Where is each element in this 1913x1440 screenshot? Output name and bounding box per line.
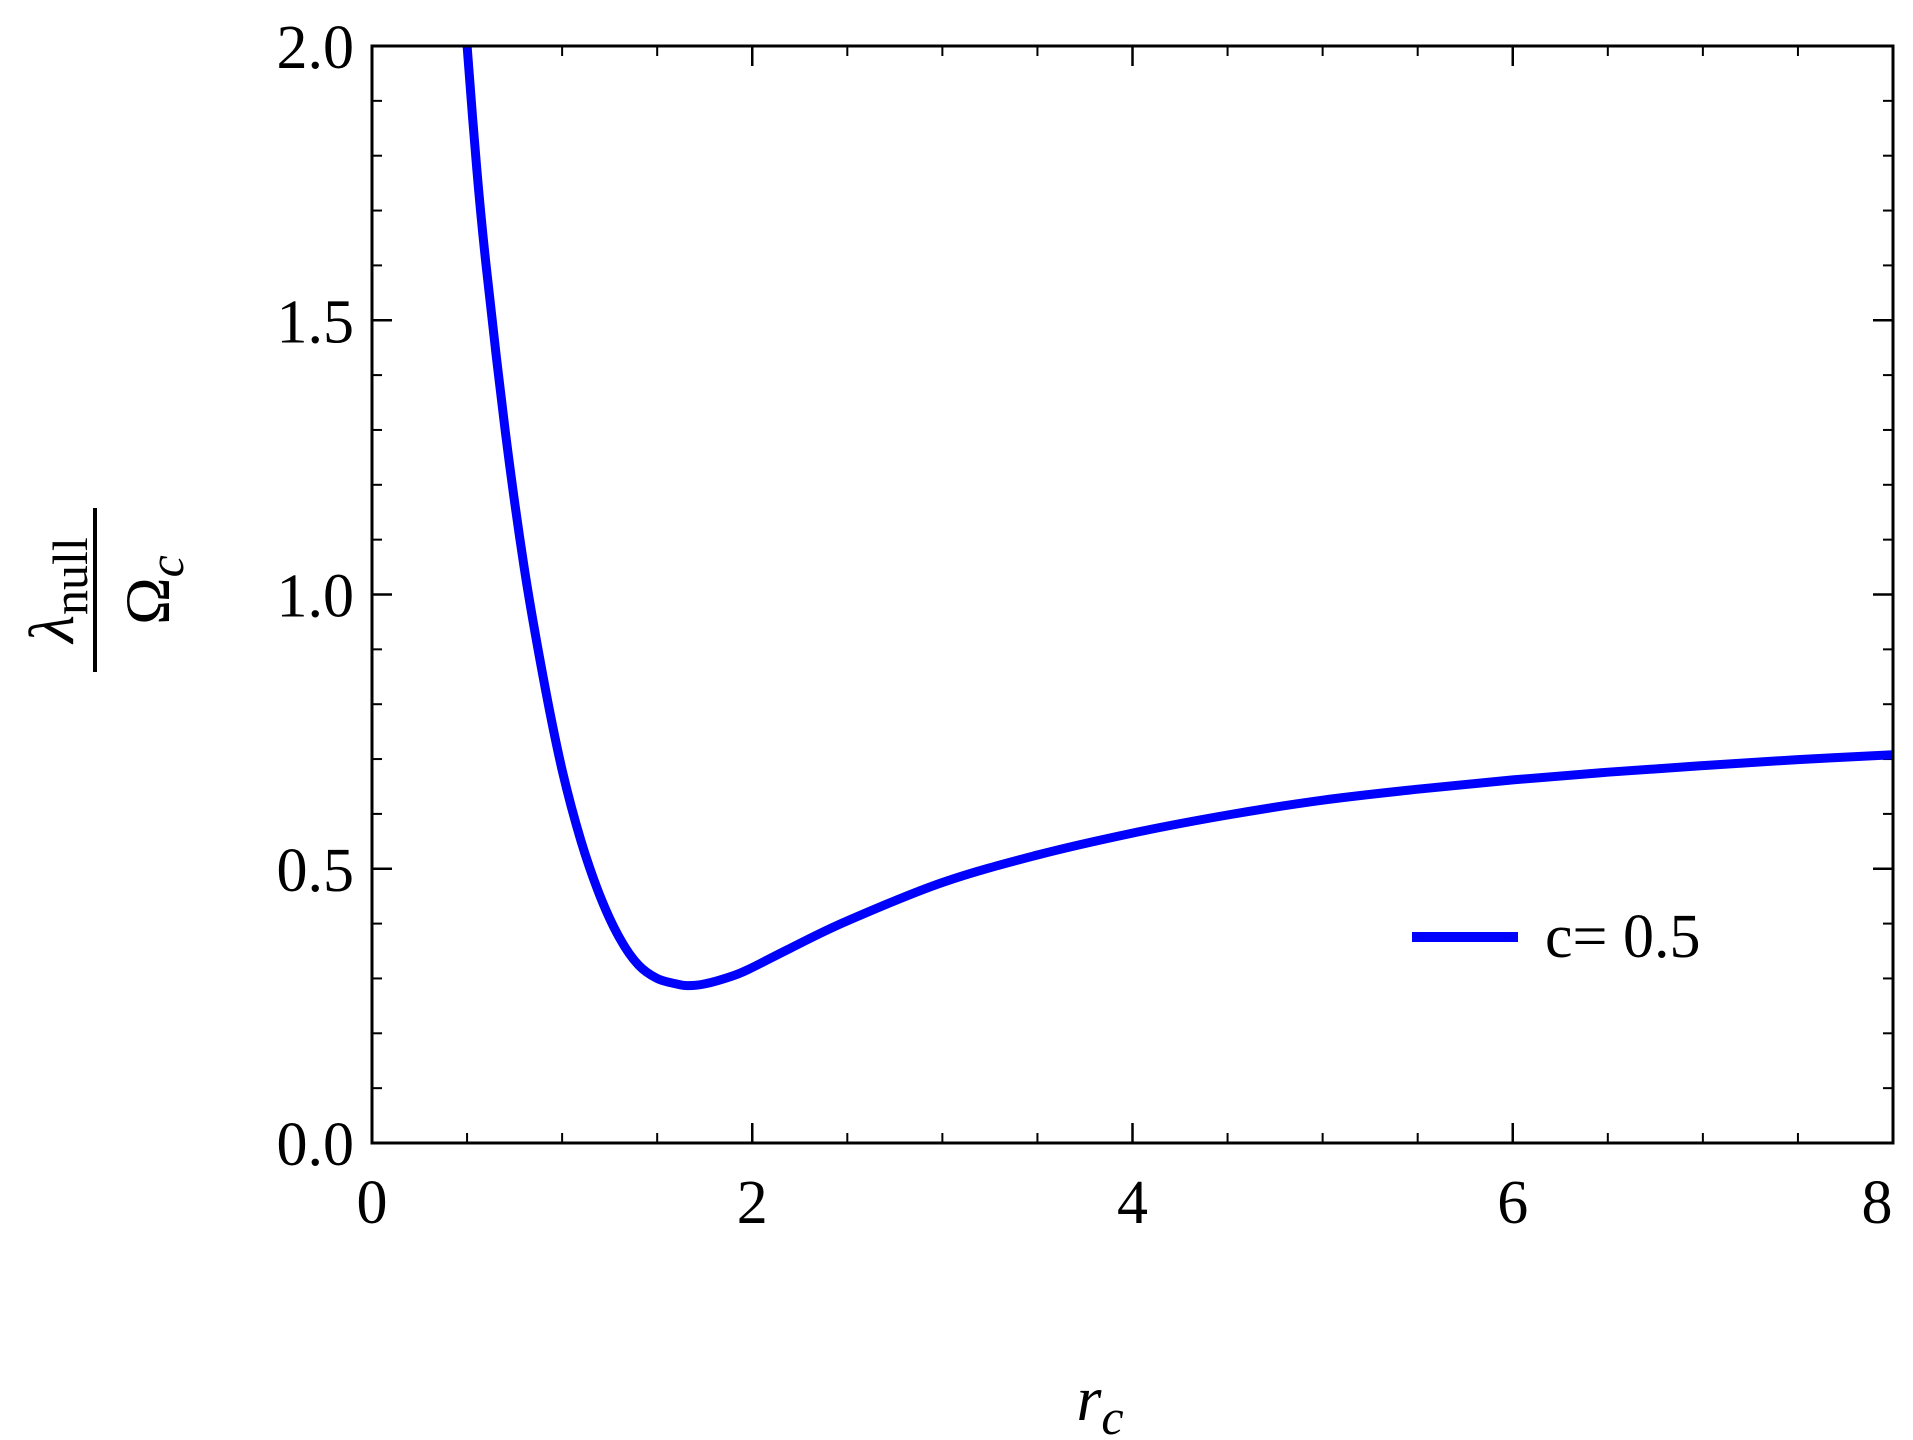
x-axis-title-base: r bbox=[1076, 1363, 1102, 1434]
y-axis-numerator-subscript: null bbox=[42, 537, 98, 615]
y-tick-labels: 0.0 0.5 1.0 1.5 2.0 bbox=[277, 14, 355, 1179]
y-axis-numerator-base: λ bbox=[16, 615, 87, 645]
x-axis-title: rc bbox=[1076, 1363, 1123, 1440]
y-tick-label: 0.5 bbox=[277, 837, 355, 905]
plot-frame bbox=[370, 44, 1895, 1145]
y-tick-label: 1.0 bbox=[277, 563, 355, 631]
y-axis-denominator: Ωc bbox=[112, 555, 194, 625]
y-axis-denominator-base: Ω bbox=[112, 577, 183, 625]
x-tick-label: 2 bbox=[737, 1169, 768, 1237]
x-tick-labels: 0 2 4 6 8 bbox=[357, 1169, 1893, 1237]
x-tick-label: 0 bbox=[357, 1169, 388, 1237]
legend-label: c= 0.5 bbox=[1545, 903, 1700, 971]
major-ticks bbox=[370, 44, 1895, 1145]
y-tick-label: 0.0 bbox=[277, 1111, 355, 1179]
series-line bbox=[462, 45, 1894, 991]
x-tick-label: 8 bbox=[1862, 1169, 1893, 1237]
y-axis-title: λnull Ωc bbox=[16, 508, 194, 672]
legend: c= 0.5 bbox=[1412, 903, 1700, 971]
x-tick-label: 6 bbox=[1497, 1169, 1528, 1237]
x-tick-label: 4 bbox=[1117, 1169, 1148, 1237]
x-axis-title-subscript: c bbox=[1101, 1389, 1123, 1440]
y-tick-label: 1.5 bbox=[277, 288, 355, 356]
y-axis-denominator-subscript: c bbox=[138, 555, 194, 577]
y-axis-numerator: λnull bbox=[16, 537, 98, 645]
minor-ticks bbox=[371, 45, 1894, 1144]
y-tick-label: 2.0 bbox=[277, 14, 355, 82]
series-layer bbox=[462, 45, 1894, 991]
